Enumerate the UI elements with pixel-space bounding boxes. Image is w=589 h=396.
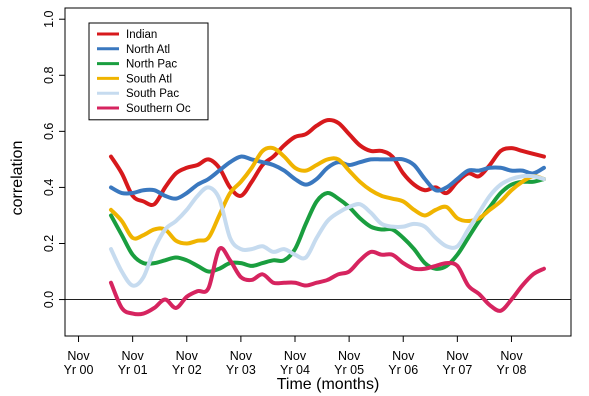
- x-tick-label-month: Nov: [500, 349, 523, 363]
- x-tick-label-year: Yr 02: [172, 363, 202, 377]
- legend-label-south-pac: South Pac: [126, 88, 179, 100]
- x-tick-label-month: Nov: [230, 349, 253, 363]
- x-tick-label-month: Nov: [446, 349, 469, 363]
- x-axis-title: Time (months): [277, 376, 380, 393]
- y-tick-label: 0.2: [42, 235, 56, 252]
- y-tick-label: 0.8: [42, 67, 56, 84]
- x-tick-label-year: Yr 05: [334, 363, 364, 377]
- series-lines: [109, 118, 546, 317]
- x-tick-label-year: Yr 07: [442, 363, 472, 377]
- legend-label-indian: Indian: [126, 29, 157, 41]
- x-tick-label-year: Yr 06: [388, 363, 418, 377]
- legend: Indian North Atl North Pac South Atl South P…: [88, 22, 209, 121]
- series-line-north-pac: [109, 177, 546, 274]
- x-tick-label-month: Nov: [67, 349, 90, 363]
- y-axis-title: correlation: [9, 141, 26, 216]
- legend-label-north-pac: North Pac: [126, 59, 177, 71]
- y-tick-label: 0.6: [42, 123, 56, 140]
- x-tick-label-month: Nov: [338, 349, 361, 363]
- plot-frame: [64, 7, 572, 337]
- y-axis: 0.0 0.2 0.4 0.6 0.8 1.0: [42, 10, 65, 308]
- x-tick-label-year: Yr 01: [118, 363, 148, 377]
- x-tick-label-month: Nov: [176, 349, 199, 363]
- series-line-indian: [109, 118, 546, 207]
- y-tick-label: 1.0: [42, 10, 56, 27]
- y-tick-label: 0.0: [42, 291, 56, 308]
- series-line-southern-oc: [109, 246, 546, 317]
- x-tick-label-year: Yr 04: [280, 363, 310, 377]
- legend-label-south-atl: South Atl: [126, 73, 172, 85]
- x-tick-label-month: Nov: [284, 349, 307, 363]
- x-tick-label-year: Yr 03: [226, 363, 256, 377]
- legend-label-southern-oc: Southern Oc: [126, 103, 191, 115]
- x-tick-label-year: Yr 08: [497, 363, 527, 377]
- legend-label-north-atl: North Atl: [126, 44, 170, 56]
- x-tick-label-year: Yr 00: [64, 363, 94, 377]
- x-tick-label-month: Nov: [122, 349, 145, 363]
- series-line-south-atl: [109, 145, 546, 246]
- legend-box: [88, 22, 209, 121]
- series-line-north-atl: [109, 154, 546, 201]
- x-tick-label-month: Nov: [392, 349, 415, 363]
- y-tick-label: 0.4: [42, 179, 56, 196]
- series-line-south-pac: [109, 173, 546, 288]
- plot-border: [64, 7, 572, 337]
